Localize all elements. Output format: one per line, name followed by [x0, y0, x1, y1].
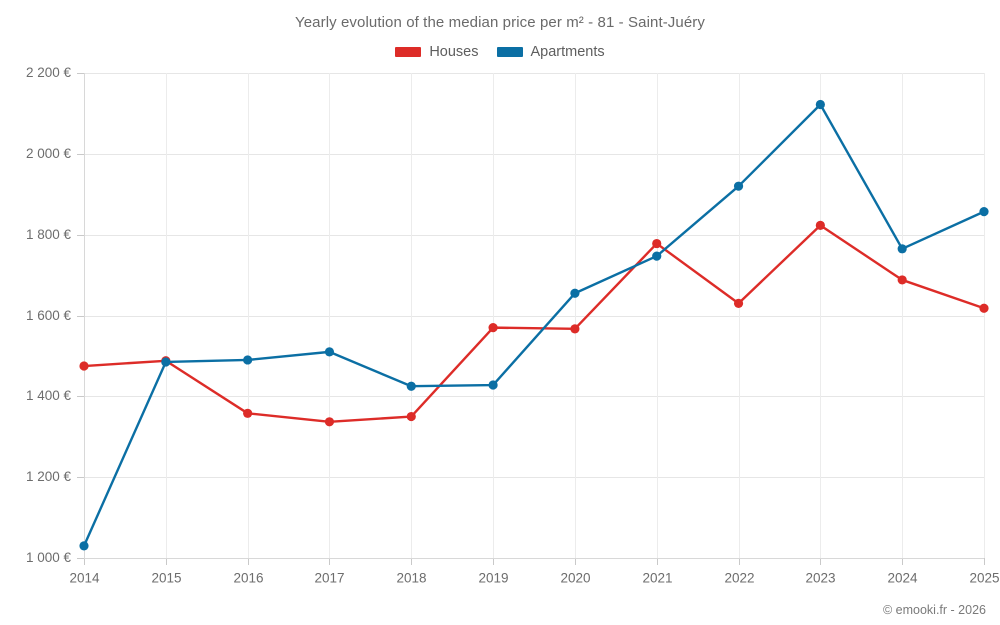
grid-layer: [84, 73, 985, 559]
x-axis-tick-label: 2024: [887, 571, 918, 586]
x-axis-labels: 2014 2015 2016 2017 2018 2019 2020 2021 2022 2023…: [69, 571, 999, 586]
y-axis-tick-label: 1 600 €: [26, 308, 72, 323]
y-axis-tick-label: 1 800 €: [26, 227, 72, 242]
x-axis-tick-label: 2021: [642, 571, 672, 586]
data-point[interactable]: [243, 408, 253, 418]
series-layer: [79, 99, 989, 551]
x-axis-tick-label: 2020: [560, 571, 590, 586]
data-point[interactable]: [815, 220, 825, 230]
y-axis-tick-label: 2 200 €: [26, 65, 72, 80]
data-point[interactable]: [243, 355, 253, 365]
x-axis-tick-label: 2019: [478, 571, 508, 586]
legend-item-houses[interactable]: Houses: [395, 44, 479, 60]
x-axis-tick-label: 2022: [724, 571, 754, 586]
x-axis-tick-label: 2015: [151, 571, 181, 586]
data-point[interactable]: [79, 541, 89, 551]
y-axis-tick-label: 1 400 €: [26, 388, 72, 403]
data-point[interactable]: [570, 288, 580, 298]
data-point[interactable]: [733, 298, 744, 308]
data-point[interactable]: [733, 181, 744, 191]
copyright-credit: © emooki.fr - 2026: [882, 603, 986, 617]
data-point[interactable]: [897, 244, 907, 254]
x-axis-tick-label: 2025: [969, 571, 999, 586]
legend-label-apartments: Apartments: [530, 44, 605, 60]
x-axis-tick-label: 2016: [233, 571, 263, 586]
data-point[interactable]: [815, 99, 825, 110]
series-houses: [79, 220, 989, 427]
x-axis-tick-label: 2017: [314, 571, 344, 586]
x-axis-tick-label: 2014: [69, 571, 100, 586]
y-axis-tick-label: 1 000 €: [26, 550, 72, 565]
data-point[interactable]: [979, 303, 989, 313]
series-apartments: [79, 99, 989, 551]
legend-swatch-houses: [395, 47, 422, 57]
data-point[interactable]: [570, 324, 580, 334]
chart-legend: Houses Apartments: [0, 44, 1000, 60]
legend-item-apartments[interactable]: Apartments: [496, 44, 605, 60]
data-point[interactable]: [161, 357, 171, 367]
data-point[interactable]: [652, 251, 662, 261]
data-point[interactable]: [652, 238, 662, 249]
data-point[interactable]: [488, 380, 498, 390]
data-point[interactable]: [979, 207, 989, 217]
y-axis-labels: 1 000 € 1 200 € 1 400 € 1 600 € 1 800 € 2 000…: [26, 65, 72, 565]
y-axis-tick-label: 2 000 €: [26, 146, 72, 161]
legend-swatch-apartments: [496, 47, 523, 57]
chart-title: Yearly evolution of the median price per…: [294, 14, 705, 31]
data-point[interactable]: [324, 417, 335, 427]
data-point[interactable]: [488, 323, 498, 333]
y-axis-tick-label: 1 200 €: [26, 469, 72, 484]
x-axis-tick-label: 2023: [805, 571, 835, 586]
series-line-apartments: [82, 103, 986, 548]
data-point[interactable]: [324, 347, 335, 357]
x-axis-tick-label: 2018: [396, 571, 426, 586]
data-point[interactable]: [406, 381, 416, 391]
data-point[interactable]: [406, 411, 416, 422]
axis-layer: [77, 73, 985, 565]
data-point[interactable]: [897, 275, 907, 285]
legend-label-houses: Houses: [429, 44, 479, 60]
data-point[interactable]: [79, 361, 89, 371]
series-line-houses: [82, 224, 986, 423]
